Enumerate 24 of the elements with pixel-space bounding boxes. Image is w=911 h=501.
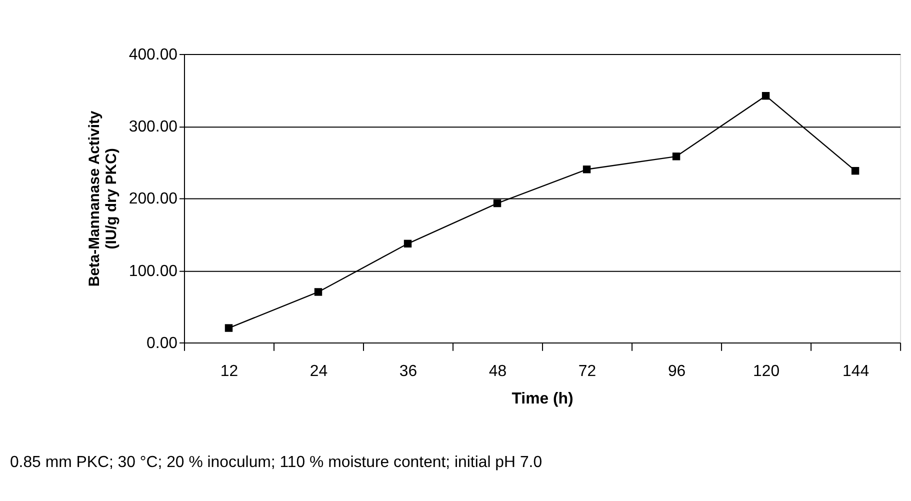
point (314, 288, 322, 296)
x-tick-label: 120 (753, 362, 780, 380)
point (762, 92, 770, 100)
x-tick-label: 96 (668, 362, 686, 380)
x-tick-label: 144 (842, 362, 870, 380)
point (404, 240, 412, 248)
point (493, 199, 502, 208)
x-tick-label: 12 (220, 362, 238, 380)
point (672, 152, 680, 160)
y-tick-label: 300.00 (128, 118, 178, 136)
x-axis-title: Time (h) (512, 390, 574, 408)
point (582, 166, 591, 174)
y-tick-label: 100.00 (128, 262, 178, 280)
y-tick-label: 0.00 (146, 334, 178, 352)
point (224, 324, 233, 332)
point (851, 166, 860, 175)
x-tick-label: 72 (578, 362, 596, 380)
text: 0.85 mm PKC; 30 °C; 20 % inoculum; 110 % moisture content; initial pH 7.0 (10, 454, 542, 471)
x-tick-label: 24 (310, 362, 328, 380)
y-tick-label: 200.00 (128, 190, 178, 208)
y-axis-title: Beta-Mannanase Activity (IU/g dry PKC) (87, 110, 120, 287)
x-tick-label: 36 (399, 362, 418, 380)
y-tick-label: 400.00 (128, 46, 178, 64)
x-tick-label: 48 (488, 362, 507, 380)
